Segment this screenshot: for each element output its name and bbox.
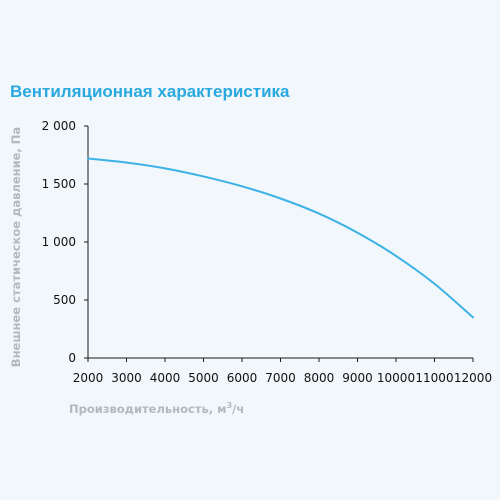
x-axis-label: Производительность, м3/ч: [69, 401, 244, 416]
x-tick-label: 12000: [454, 371, 492, 385]
x-tick-label: 11000: [415, 371, 453, 385]
y-tick-label: 1 500: [42, 177, 76, 191]
y-tick-label: 500: [53, 293, 76, 307]
axes: [84, 125, 474, 362]
x-axis-label-unit: /ч: [232, 402, 244, 416]
x-tick-label: 4000: [150, 371, 181, 385]
y-tick-label: 1 000: [42, 235, 76, 249]
y-tick-label: 2 000: [42, 119, 76, 133]
y-axis-label: Внешнее статическое давление, Па: [9, 127, 23, 367]
x-tick-label: 3000: [111, 371, 142, 385]
x-tick-label: 7000: [265, 371, 296, 385]
x-tick-label: 5000: [188, 371, 219, 385]
chart-title: Вентиляционная характеристика: [10, 82, 290, 101]
x-tick-labels: 2000 3000 4000 5000 6000 7000 8000 9000 10000 110…: [73, 371, 492, 385]
y-tick-labels: 0 500 1 000 1 500 2 000: [42, 119, 76, 365]
series-line: [87, 157, 474, 319]
x-tick-label: 2000: [73, 371, 104, 385]
series-group: [87, 157, 474, 319]
x-axis-label-superscript: 3: [227, 401, 233, 410]
x-tick-label: 8000: [304, 371, 335, 385]
x-axis-label-main: Производительность, м: [69, 402, 227, 416]
y-tick-label: 0: [68, 351, 76, 365]
x-tick-label: 10000: [377, 371, 415, 385]
x-tick-label: 6000: [227, 371, 258, 385]
x-tick-label: 9000: [342, 371, 373, 385]
